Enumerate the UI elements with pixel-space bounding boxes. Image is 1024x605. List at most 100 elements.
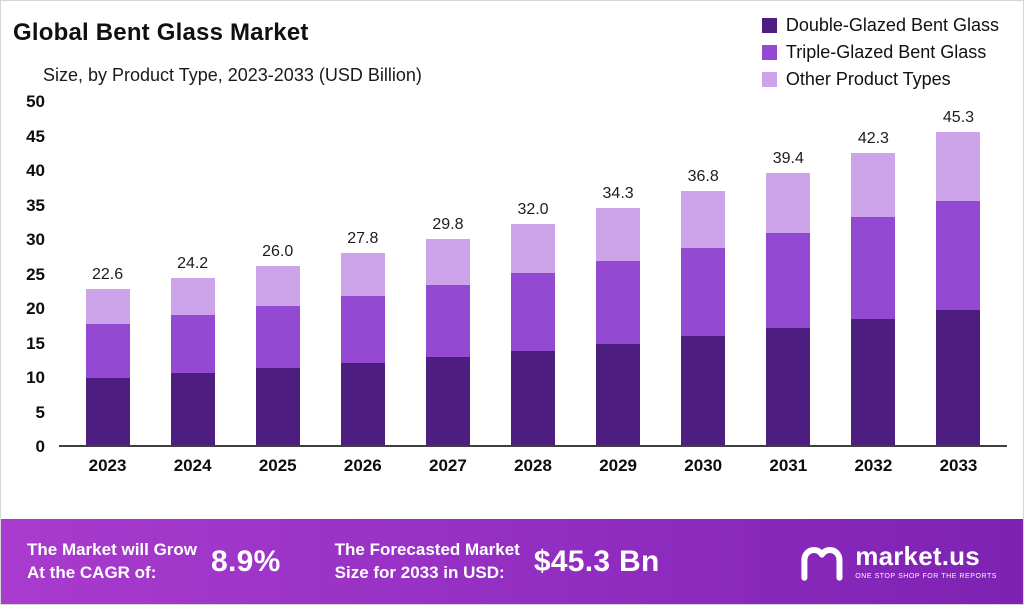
bar-total-label: 27.8: [347, 230, 379, 248]
legend-item-1: Double-Glazed Bent Glass: [761, 15, 999, 36]
x-axis-label: 2027: [429, 456, 467, 475]
bar-stack: [511, 224, 556, 445]
bar-segment-other: [936, 132, 981, 202]
bar-column-2024: 24.2: [150, 102, 235, 445]
bar-segment-triple-glazed: [681, 247, 726, 336]
bar-total-label: 36.8: [687, 168, 719, 186]
y-tick-label: 25: [26, 264, 45, 284]
bar-segment-triple-glazed: [511, 272, 556, 351]
bar-total-label: 42.3: [857, 130, 889, 148]
bar-stack: [340, 253, 385, 445]
bar-total-label: 22.6: [91, 266, 124, 284]
x-axis-label: 2023: [88, 456, 127, 475]
x-axis-labels: 2023 2024 2025 2026 2027 2028 2029 2030 2031 2032…: [59, 456, 1007, 476]
legend-swatch: [761, 18, 777, 33]
bar-total-label: 39.4: [772, 150, 804, 168]
bar-stack: [170, 277, 215, 445]
x-axis-label: 2024: [173, 456, 212, 475]
forecast-label: The Forecasted Market Size for 2033 in U…: [335, 539, 520, 585]
page-subtitle: Size, by Product Type, 2023-2033 (USD Bi…: [43, 65, 422, 85]
bar-segment-other: [681, 191, 726, 248]
bar-segment-triple-glazed: [766, 233, 811, 329]
bar-total-label: 26.0: [262, 242, 294, 260]
bar-segment-other: [511, 224, 556, 273]
bar-stack: [255, 265, 300, 445]
bar-total-label: 45.3: [942, 109, 975, 127]
x-axis-label: 2029: [599, 456, 638, 475]
cagr-label: The Market will Grow At the CAGR of:: [27, 539, 197, 585]
legend-swatch: [761, 72, 777, 87]
bar-segment-other: [425, 239, 470, 285]
y-tick-label: 10: [26, 368, 45, 387]
bar-stack: [596, 208, 641, 445]
bar-segment-other: [255, 265, 300, 306]
plot-wrap: 22.6 24.2 26.0 27.8 29.8 32.0 34.3 36.8 39.4 42.3…: [59, 102, 1007, 476]
legend-label: Triple-Glazed Bent Glass: [785, 42, 987, 62]
bar-segment-triple-glazed: [255, 305, 300, 369]
x-axis-label: 2033: [939, 456, 978, 475]
cagr-label-line2: At the CAGR of:: [27, 562, 157, 582]
bar-segment-double-glazed: [851, 319, 896, 445]
bar-stack: [681, 191, 726, 445]
bar-column-2029: 34.3: [576, 102, 661, 445]
marketus-logo: market.us One Stop Shop For The Reports: [797, 542, 997, 582]
y-tick-label: 0: [35, 437, 45, 456]
bar-segment-triple-glazed: [170, 315, 215, 374]
y-axis: 0 5 10 15 20 25 30 35 40 45 50: [13, 92, 59, 456]
x-axis-label: 2032: [854, 456, 893, 475]
bar-stack: [85, 289, 130, 445]
legend-item-2: Triple-Glazed Bent Glass: [761, 42, 999, 63]
y-tick-label: 40: [26, 161, 45, 180]
bar-segment-other: [340, 253, 385, 297]
logo-text-block: market.us One Stop Shop For The Reports: [855, 540, 997, 581]
bar-segment-double-glazed: [255, 368, 300, 445]
cagr-label-line1: The Market will Grow: [27, 539, 198, 559]
bar-column-2031: 39.4: [746, 102, 831, 445]
bar-segment-other: [85, 289, 130, 325]
y-tick-label: 5: [35, 402, 45, 422]
bar-column-2030: 36.8: [661, 102, 746, 445]
title-block: Global Bent Glass Market Size, by Produc…: [13, 13, 422, 86]
bar-total-label: 34.3: [602, 185, 634, 203]
bar-segment-double-glazed: [170, 373, 215, 445]
bar-total-label: 32.0: [517, 201, 549, 219]
bar-segment-double-glazed: [340, 362, 385, 445]
legend-label: Double-Glazed Bent Glass: [785, 15, 999, 35]
x-axis-label: 2031: [769, 456, 808, 475]
bar-segment-double-glazed: [681, 336, 726, 445]
bar-segment-other: [596, 208, 641, 261]
bar-stack: [851, 153, 896, 445]
forecast-label-line1: The Forecasted Market: [334, 539, 520, 559]
bar-segment-triple-glazed: [596, 260, 641, 344]
bottom-banner: The Market will Grow At the CAGR of: 8.9…: [1, 519, 1023, 604]
logo-name: market.us: [855, 540, 980, 571]
bar-segment-double-glazed: [766, 328, 811, 445]
bar-stack: [766, 173, 811, 445]
legend-label: Other Product Types: [785, 69, 951, 89]
y-tick-label: 50: [26, 92, 45, 111]
y-tick-label: 45: [26, 126, 45, 146]
bar-segment-other: [766, 173, 811, 234]
bar-segment-other: [170, 277, 215, 316]
page-title: Global Bent Glass Market: [13, 19, 309, 46]
x-axis-label: 2025: [258, 456, 297, 475]
bar-segment-triple-glazed: [85, 324, 130, 379]
bar-column-2028: 32.0: [490, 102, 575, 445]
x-axis-label: 2030: [684, 456, 723, 475]
bar-segment-triple-glazed: [936, 201, 981, 311]
bar-column-2032: 42.3: [831, 102, 916, 445]
legend-item-3: Other Product Types: [761, 69, 999, 90]
bar-column-2026: 27.8: [320, 102, 405, 445]
legend-swatch: [761, 45, 777, 60]
bar-segment-other: [851, 153, 896, 218]
bar-total-label: 24.2: [177, 254, 209, 272]
bar-total-label: 29.8: [432, 216, 464, 234]
marketus-logo-icon: [801, 546, 843, 581]
bar-segment-triple-glazed: [851, 217, 896, 320]
y-tick-label: 15: [26, 333, 45, 353]
forecast-value: $45.3 Bn: [533, 544, 660, 578]
bar-column-2023: 22.6: [65, 102, 150, 445]
logo-tagline: One Stop Shop For The Reports: [855, 572, 997, 580]
y-tick-label: 20: [26, 299, 45, 318]
